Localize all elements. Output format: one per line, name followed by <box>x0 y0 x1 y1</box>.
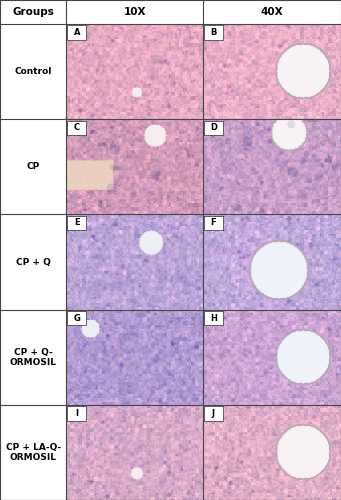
FancyBboxPatch shape <box>204 311 223 326</box>
Text: J: J <box>212 409 215 418</box>
FancyBboxPatch shape <box>67 120 86 135</box>
FancyBboxPatch shape <box>204 26 223 40</box>
Text: B: B <box>210 28 217 37</box>
FancyBboxPatch shape <box>204 216 223 230</box>
Text: CP: CP <box>27 162 40 172</box>
FancyBboxPatch shape <box>67 216 86 230</box>
Text: Control: Control <box>15 67 52 76</box>
Text: CP + LA-Q-
ORMOSIL: CP + LA-Q- ORMOSIL <box>5 442 61 462</box>
FancyBboxPatch shape <box>67 311 86 326</box>
Text: 40X: 40X <box>261 7 283 17</box>
FancyBboxPatch shape <box>67 26 86 40</box>
Text: C: C <box>74 124 80 132</box>
Text: F: F <box>210 218 216 228</box>
Text: I: I <box>75 409 78 418</box>
Text: CP + Q: CP + Q <box>16 258 51 266</box>
Text: D: D <box>210 124 217 132</box>
Text: G: G <box>73 314 80 322</box>
FancyBboxPatch shape <box>204 120 223 135</box>
Text: 10X: 10X <box>123 7 146 17</box>
Text: Groups: Groups <box>12 7 54 17</box>
Text: H: H <box>210 314 217 322</box>
FancyBboxPatch shape <box>67 406 86 420</box>
FancyBboxPatch shape <box>204 406 223 420</box>
Text: A: A <box>73 28 80 37</box>
Text: CP + Q-
ORMOSIL: CP + Q- ORMOSIL <box>10 348 57 367</box>
Text: E: E <box>74 218 79 228</box>
